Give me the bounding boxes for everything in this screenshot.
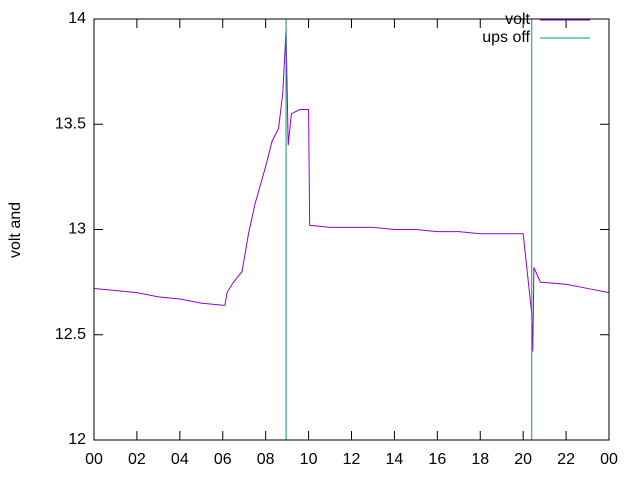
x-tick-label: 00 xyxy=(85,451,103,468)
x-tick-label: 00 xyxy=(600,451,618,468)
x-tick-label: 06 xyxy=(214,451,232,468)
x-tick-label: 16 xyxy=(428,451,446,468)
x-tick-label: 22 xyxy=(557,451,575,468)
y-tick-label: 13.5 xyxy=(55,115,86,132)
y-tick-label: 12.5 xyxy=(55,326,86,343)
plot-border xyxy=(93,18,610,441)
y-axis-label: volt and xyxy=(7,202,24,258)
y-tick-label: 13 xyxy=(68,221,86,238)
x-tick-label: 20 xyxy=(514,451,532,468)
y-tick-label: 12 xyxy=(68,431,86,448)
x-tick-label: 12 xyxy=(343,451,361,468)
x-tick-label: 08 xyxy=(257,451,275,468)
legend-label: ups off xyxy=(482,29,530,46)
x-tick-label: 14 xyxy=(386,451,404,468)
x-tick-label: 02 xyxy=(128,451,146,468)
y-tick-label: 14 xyxy=(68,10,86,27)
x-tick-label: 18 xyxy=(471,451,489,468)
x-tick-label: 10 xyxy=(300,451,318,468)
legend-label: volt xyxy=(505,11,530,28)
x-tick-label: 04 xyxy=(171,451,189,468)
series-line xyxy=(93,29,610,352)
